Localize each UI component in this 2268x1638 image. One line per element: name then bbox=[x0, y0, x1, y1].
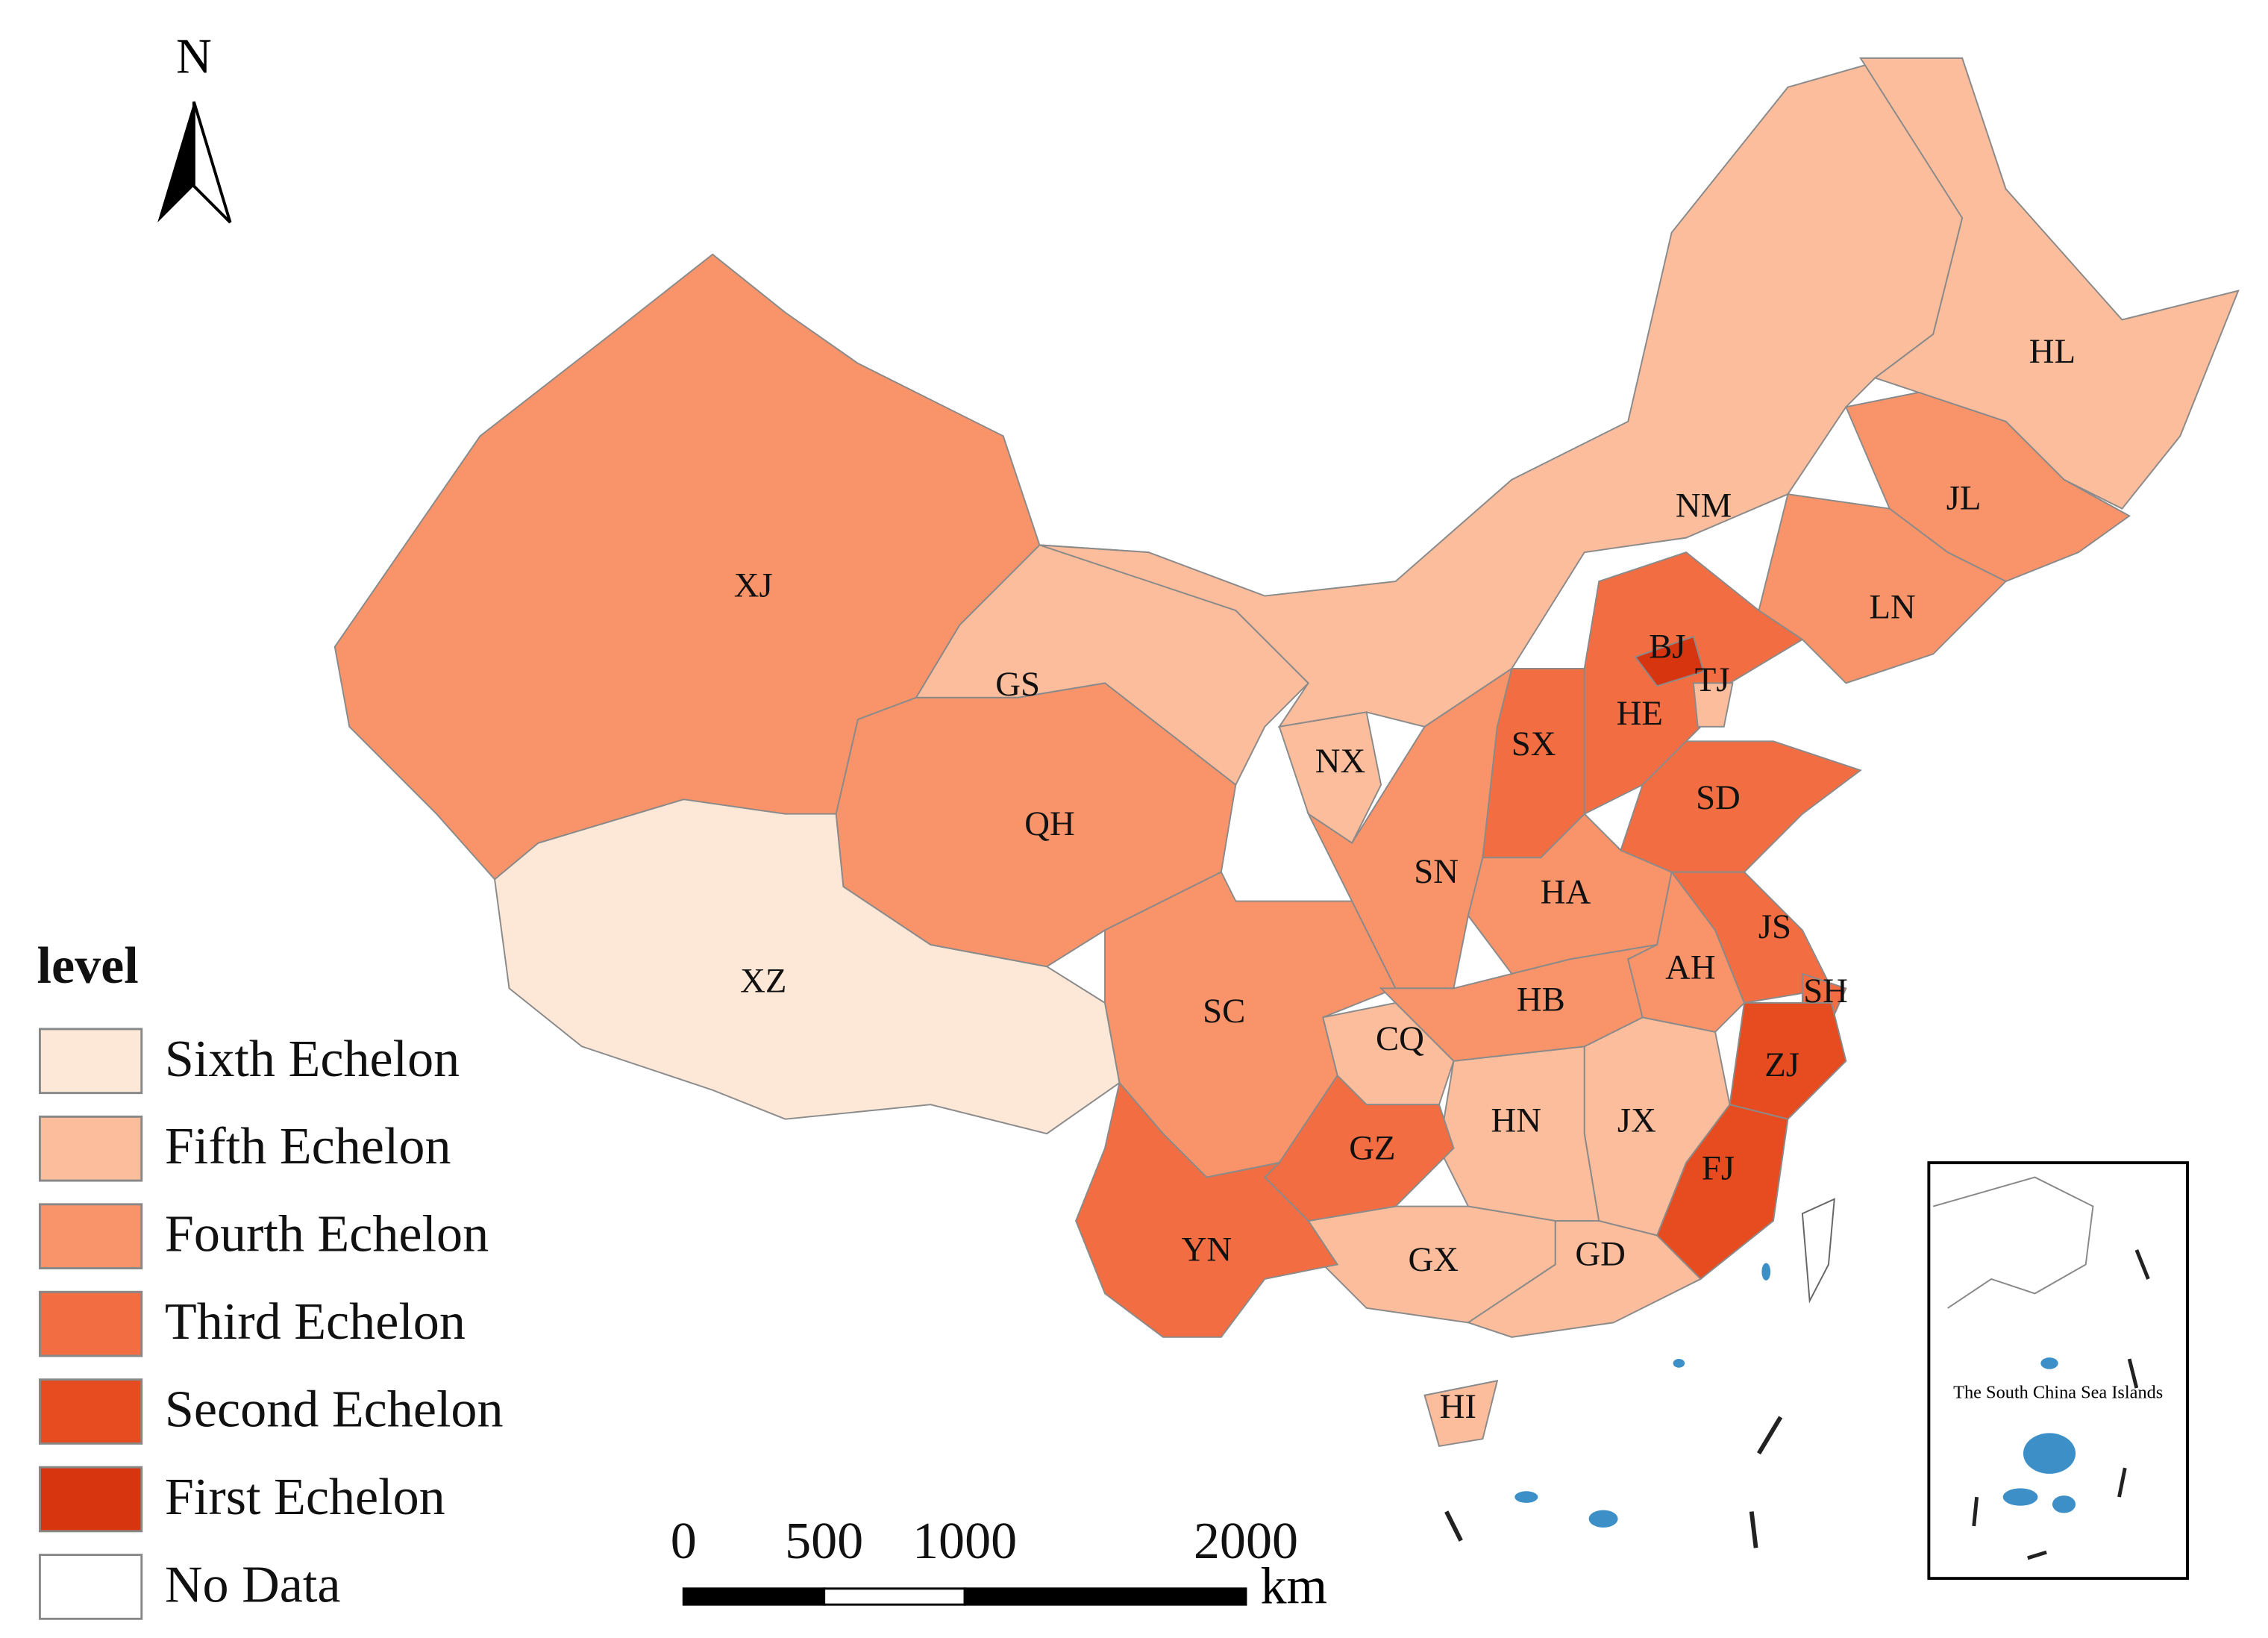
province-label: JS bbox=[1758, 907, 1791, 946]
province-label: LN bbox=[1870, 588, 1916, 627]
legend-label: No Data bbox=[165, 1556, 341, 1613]
province-label: SH bbox=[1803, 972, 1848, 1010]
province-label: SN bbox=[1414, 852, 1459, 891]
province bbox=[1692, 682, 1734, 728]
province-label: GX bbox=[1408, 1240, 1459, 1279]
province bbox=[1620, 740, 1862, 873]
scale-unit: km bbox=[1260, 1557, 1327, 1615]
province-label: GD bbox=[1575, 1234, 1626, 1273]
north-arrow-right bbox=[192, 101, 232, 224]
inset-label: The South China Sea Islands bbox=[1953, 1383, 2163, 1403]
province-label: SD bbox=[1696, 778, 1741, 817]
province-label: SC bbox=[1203, 992, 1245, 1031]
scale-segment bbox=[963, 1587, 1247, 1606]
province-label: NM bbox=[1676, 486, 1732, 525]
inset-frame bbox=[1927, 1161, 2189, 1581]
nine-dash-line bbox=[1444, 1416, 1783, 1548]
provinces bbox=[333, 57, 2240, 1448]
legend-label: Second Echelon bbox=[165, 1381, 504, 1439]
scale-tick-label: 2000 bbox=[1194, 1513, 1298, 1570]
province-label: ZJ bbox=[1764, 1045, 1799, 1084]
province-label: TJ bbox=[1695, 660, 1730, 699]
legend-label: First Echelon bbox=[165, 1469, 445, 1526]
province bbox=[1278, 711, 1382, 845]
north-arrow: N bbox=[157, 29, 232, 224]
legend-swatch bbox=[38, 1290, 143, 1357]
legend-swatch bbox=[38, 1028, 143, 1095]
province bbox=[1859, 57, 2240, 510]
province-label: SX bbox=[1512, 725, 1556, 763]
legend-swatch bbox=[38, 1203, 143, 1269]
legend-label: Fifth Echelon bbox=[165, 1118, 451, 1175]
legend-label: Third Echelon bbox=[165, 1293, 466, 1351]
province-label: YN bbox=[1182, 1231, 1232, 1269]
province-label: HL bbox=[2029, 332, 2076, 371]
province-label: XZ bbox=[740, 961, 786, 1000]
inset: The South China Sea Islands bbox=[1927, 1161, 2189, 1581]
north-arrow-left bbox=[157, 101, 194, 222]
province-label: HE bbox=[1617, 694, 1663, 733]
province-label: HI bbox=[1440, 1387, 1476, 1426]
province-label: HA bbox=[1541, 872, 1591, 911]
legend-swatch bbox=[38, 1466, 143, 1533]
province bbox=[1075, 1081, 1339, 1338]
province-label: GS bbox=[995, 665, 1040, 704]
legend-label: Sixth Echelon bbox=[165, 1031, 460, 1088]
legend: level Sixth Echelon Fifth Echelon Fourth E… bbox=[37, 937, 504, 1620]
inset-coast bbox=[1932, 1176, 2094, 1309]
legend-title: level bbox=[37, 937, 139, 995]
province-label: JL bbox=[1946, 479, 1982, 518]
province bbox=[1729, 1001, 1847, 1120]
province-label: AH bbox=[1665, 948, 1716, 987]
scale-segment bbox=[823, 1587, 966, 1606]
province-labels: XZ GS NM HL NX CQ HN JX GX GD HI TJ XJ QH SC SN HA HB AH JL… bbox=[734, 332, 2076, 1426]
province-label: JX bbox=[1617, 1101, 1656, 1140]
province-label: XJ bbox=[734, 566, 773, 605]
scale-tick-label: 1000 bbox=[912, 1513, 1017, 1570]
legend-swatch bbox=[38, 1554, 143, 1620]
province-label: FJ bbox=[1702, 1149, 1735, 1188]
legend-swatch bbox=[38, 1378, 143, 1445]
province-label: BJ bbox=[1649, 627, 1685, 666]
province-label: HN bbox=[1491, 1101, 1541, 1140]
legend-swatch bbox=[38, 1115, 143, 1182]
scale-segment bbox=[682, 1587, 826, 1606]
north-label: N bbox=[176, 29, 212, 84]
province bbox=[1634, 635, 1705, 687]
province-label: QH bbox=[1024, 804, 1075, 843]
legend-label: Fourth Echelon bbox=[165, 1206, 489, 1263]
province-label: NX bbox=[1315, 742, 1366, 781]
province-label: CQ bbox=[1376, 1019, 1424, 1058]
taiwan bbox=[1801, 1198, 1835, 1304]
scale-tick-label: 0 bbox=[671, 1513, 697, 1570]
province bbox=[1423, 1380, 1499, 1448]
province bbox=[1466, 1220, 1702, 1338]
province bbox=[1656, 1104, 1789, 1281]
province-label: HB bbox=[1517, 981, 1565, 1019]
province-label: GZ bbox=[1349, 1128, 1395, 1167]
islands bbox=[1514, 1263, 1771, 1528]
scale-tick-label: 500 bbox=[785, 1513, 863, 1570]
